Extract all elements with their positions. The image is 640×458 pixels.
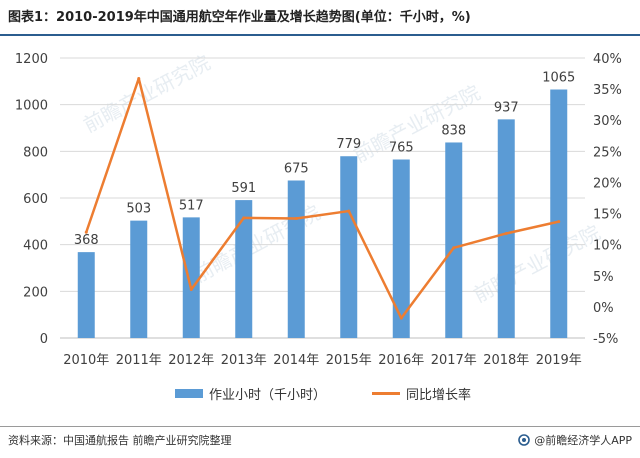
legend-line-label: 同比增长率: [406, 388, 472, 403]
growth-rate-line: [85, 77, 560, 320]
bar: [550, 89, 568, 338]
bar: [130, 220, 148, 338]
legend-item-line: 同比增长率: [372, 384, 471, 403]
x-tick-label: 2015年: [326, 353, 372, 368]
brand-text: @前瞻经济学人APP: [534, 434, 632, 447]
y-right-tick-label: 5%: [593, 270, 614, 285]
growth-rate-point: [557, 220, 561, 224]
growth-rate-point: [399, 316, 403, 320]
y-right-tick-label: 25%: [593, 145, 622, 160]
bar: [287, 180, 305, 338]
y-left-tick-label: 600: [23, 192, 48, 207]
y-right-tick-label: -5%: [593, 332, 618, 347]
y-right-tick-label: 20%: [593, 176, 622, 191]
chart-title: 图表1：2010-2019年中国通用航空年作业量及增长趋势图(单位：千小时，%): [8, 10, 471, 25]
x-tick-label: 2012年: [168, 353, 214, 368]
bar: [235, 200, 253, 338]
growth-rate-point: [294, 217, 298, 221]
bar-data-label: 503: [126, 202, 151, 217]
bar-data-label: 517: [179, 198, 204, 213]
growth-rate-point: [189, 287, 193, 291]
x-tick-label: 2018年: [483, 353, 529, 368]
bar-data-label: 368: [74, 233, 99, 248]
y-right-tick-label: 40%: [593, 52, 622, 67]
chart-area: 前瞻产业研究院 前瞻产业研究院 前瞻产业研究院 前瞻产业研究院 0 200 400 600 80…: [0, 40, 640, 420]
watermark-0: 前瞻产业研究院: [79, 50, 214, 137]
y-left-tick-label: 1000: [15, 99, 48, 114]
y-right-tick-label: 15%: [593, 208, 622, 223]
bar: [497, 119, 515, 338]
chart-legend: 作业小时（千小时） 同比增长率: [0, 384, 640, 406]
bar-data-label: 765: [389, 141, 414, 156]
y-right-tick-label: 30%: [593, 114, 622, 129]
y-left-tick-label: 0: [40, 332, 48, 347]
bar: [77, 252, 95, 338]
legend-bar-label: 作业小时（千小时）: [209, 388, 327, 403]
bar-data-label: 675: [284, 162, 309, 177]
bar-data-label: 838: [441, 123, 466, 138]
bar: [182, 217, 200, 338]
y-right-tick-label: 35%: [593, 83, 622, 98]
source-note: 资料来源：中国通航报告 前瞻产业研究院整理: [8, 434, 232, 447]
y-left-tick-label: 800: [23, 145, 48, 160]
bar-data-label: 591: [231, 181, 256, 196]
x-tick-label: 2013年: [221, 353, 267, 368]
y-right-tick-label: 0%: [593, 301, 614, 316]
growth-rate-point: [347, 209, 351, 213]
y-right-tick-label: 10%: [593, 239, 622, 254]
bar: [445, 142, 463, 338]
y-left-tick-label: 200: [23, 285, 48, 300]
x-tick-label: 2017年: [431, 353, 477, 368]
growth-rate-point: [452, 246, 456, 250]
watermark-3: 前瞻产业研究院: [469, 220, 604, 307]
title-rule: [0, 34, 640, 36]
y-left-tick-label: 400: [23, 239, 48, 254]
x-tick-label: 2011年: [116, 353, 162, 368]
bar-data-label: 779: [336, 137, 361, 152]
legend-bar-swatch: [175, 389, 203, 398]
bar-data-label: 1065: [542, 71, 575, 86]
y-left-tick-label: 1200: [15, 52, 48, 67]
bar: [392, 159, 410, 338]
footer-rule: [0, 426, 640, 427]
x-tick-label: 2019年: [536, 353, 582, 368]
brand-credit: @前瞻经济学人APP: [518, 432, 632, 448]
growth-rate-point: [242, 216, 246, 220]
bar-data-label: 937: [494, 100, 519, 115]
growth-rate-point: [84, 230, 88, 234]
x-tick-label: 2010年: [63, 353, 109, 368]
x-tick-label: 2014年: [273, 353, 319, 368]
legend-item-bars: 作业小时（千小时）: [175, 384, 326, 403]
legend-line-swatch: [372, 392, 400, 395]
circle-logo-icon: [518, 434, 531, 446]
bar: [340, 156, 358, 338]
growth-rate-point: [504, 231, 508, 235]
x-tick-label: 2016年: [378, 353, 424, 368]
growth-rate-point: [137, 77, 141, 81]
